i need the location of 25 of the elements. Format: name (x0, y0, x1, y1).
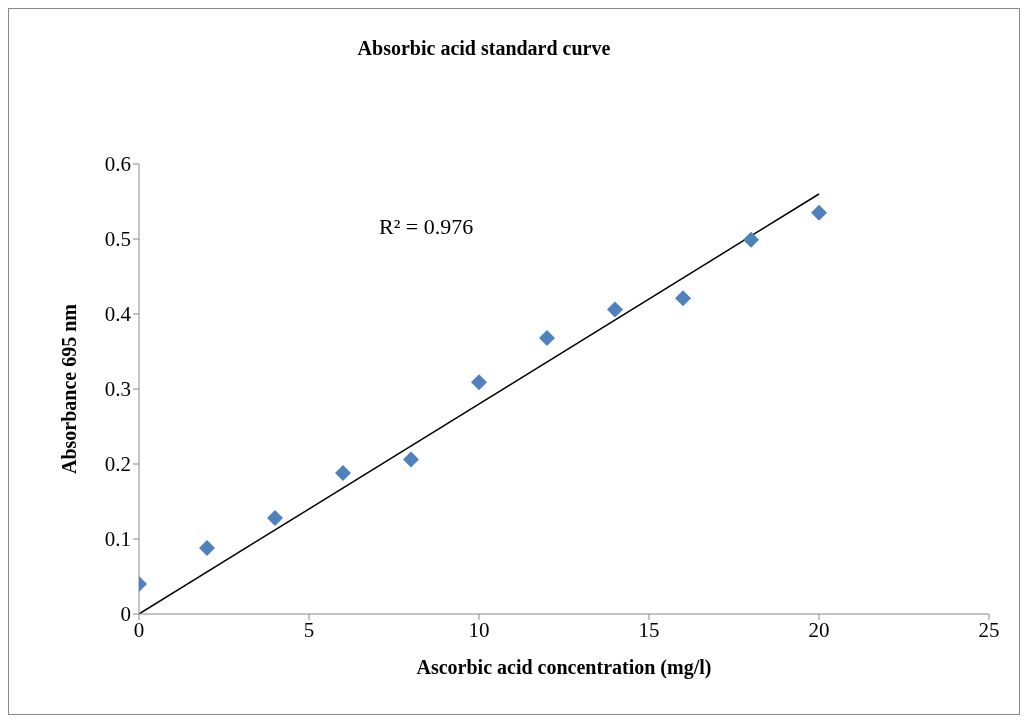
x-tick-label: 10 (468, 617, 490, 642)
x-tick-label: 15 (638, 617, 660, 642)
x-axis-title: Ascorbic acid concentration (mg/l) (416, 656, 712, 679)
point (607, 301, 623, 318)
point (403, 451, 419, 468)
point (267, 510, 283, 526)
x-tick-label: 25 (978, 617, 1000, 642)
point (335, 465, 351, 481)
annotation: R² = 0.976 (379, 214, 474, 240)
y-tick-label: 0.6 (104, 152, 131, 177)
chart-title: Absorbic acid standard curve (356, 37, 612, 60)
point (199, 540, 215, 556)
y-tick-label: 0.2 (104, 452, 131, 477)
x-tick-label: 20 (808, 617, 830, 642)
x-tick-label: 5 (303, 617, 315, 642)
point (675, 290, 691, 307)
y-tick-label: 0.5 (104, 227, 131, 252)
point (811, 204, 827, 221)
point (743, 231, 759, 248)
y-tick-label: 0.4 (104, 302, 132, 327)
y-axis-title: Absorbance 695 nm (58, 303, 81, 475)
y-tick-label: 0.1 (104, 527, 131, 552)
point (539, 330, 555, 346)
y-tick-label: 0.3 (104, 377, 131, 402)
point (471, 374, 487, 391)
